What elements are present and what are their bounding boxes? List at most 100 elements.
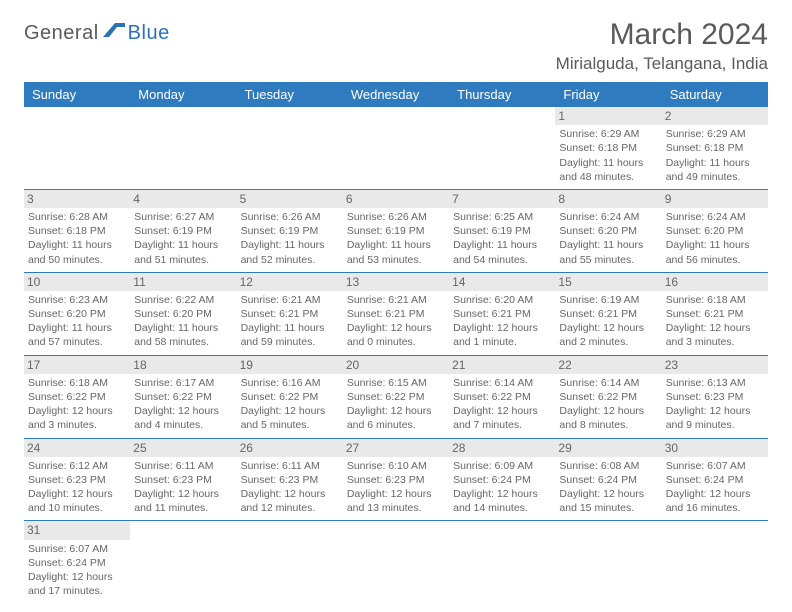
daylight-text: Daylight: 12 hours [666, 404, 764, 418]
sunrise-text: Sunrise: 6:21 AM [241, 293, 339, 307]
sunrise-text: Sunrise: 6:16 AM [241, 376, 339, 390]
calendar-cell: 29Sunrise: 6:08 AMSunset: 6:24 PMDayligh… [555, 438, 661, 521]
daylight-text: Daylight: 12 hours [134, 404, 232, 418]
day-number: 19 [237, 356, 343, 374]
daylight-text: Daylight: 12 hours [559, 487, 657, 501]
calendar-cell [449, 521, 555, 603]
daylight-text: Daylight: 12 hours [347, 321, 445, 335]
day-number: 9 [662, 190, 768, 208]
calendar-cell: 5Sunrise: 6:26 AMSunset: 6:19 PMDaylight… [237, 189, 343, 272]
sunrise-text: Sunrise: 6:19 AM [559, 293, 657, 307]
sunset-text: Sunset: 6:22 PM [559, 390, 657, 404]
daylight-text: Daylight: 12 hours [241, 487, 339, 501]
daylight-text: and 49 minutes. [666, 170, 764, 184]
calendar-cell: 26Sunrise: 6:11 AMSunset: 6:23 PMDayligh… [237, 438, 343, 521]
daylight-text: and 14 minutes. [453, 501, 551, 515]
sunset-text: Sunset: 6:20 PM [666, 224, 764, 238]
daylight-text: and 17 minutes. [28, 584, 126, 598]
calendar-cell [343, 521, 449, 603]
weekday-header: Friday [555, 82, 661, 107]
calendar-cell [662, 521, 768, 603]
sunrise-text: Sunrise: 6:23 AM [28, 293, 126, 307]
day-number: 15 [555, 273, 661, 291]
sunset-text: Sunset: 6:19 PM [241, 224, 339, 238]
sunrise-text: Sunrise: 6:27 AM [134, 210, 232, 224]
weekday-header: Tuesday [237, 82, 343, 107]
sunrise-text: Sunrise: 6:29 AM [666, 127, 764, 141]
calendar-cell: 2Sunrise: 6:29 AMSunset: 6:18 PMDaylight… [662, 107, 768, 189]
daylight-text: Daylight: 12 hours [559, 321, 657, 335]
day-number: 10 [24, 273, 130, 291]
title-block: March 2024 Mirialguda, Telangana, India [556, 18, 768, 74]
day-number: 14 [449, 273, 555, 291]
day-number: 30 [662, 439, 768, 457]
day-number: 18 [130, 356, 236, 374]
daylight-text: Daylight: 11 hours [241, 321, 339, 335]
day-number: 4 [130, 190, 236, 208]
sunrise-text: Sunrise: 6:20 AM [453, 293, 551, 307]
day-number: 27 [343, 439, 449, 457]
calendar-cell: 20Sunrise: 6:15 AMSunset: 6:22 PMDayligh… [343, 355, 449, 438]
sunrise-text: Sunrise: 6:15 AM [347, 376, 445, 390]
calendar-cell [449, 107, 555, 189]
sunset-text: Sunset: 6:23 PM [347, 473, 445, 487]
calendar-cell: 25Sunrise: 6:11 AMSunset: 6:23 PMDayligh… [130, 438, 236, 521]
daylight-text: Daylight: 11 hours [559, 238, 657, 252]
daylight-text: Daylight: 12 hours [347, 404, 445, 418]
sunset-text: Sunset: 6:23 PM [241, 473, 339, 487]
calendar-cell: 13Sunrise: 6:21 AMSunset: 6:21 PMDayligh… [343, 272, 449, 355]
daylight-text: and 15 minutes. [559, 501, 657, 515]
weekday-header: Thursday [449, 82, 555, 107]
sunset-text: Sunset: 6:22 PM [134, 390, 232, 404]
calendar-cell: 17Sunrise: 6:18 AMSunset: 6:22 PMDayligh… [24, 355, 130, 438]
daylight-text: and 13 minutes. [347, 501, 445, 515]
day-number: 20 [343, 356, 449, 374]
sunset-text: Sunset: 6:21 PM [453, 307, 551, 321]
header: General Blue March 2024 Mirialguda, Tela… [24, 18, 768, 74]
day-number: 12 [237, 273, 343, 291]
daylight-text: and 3 minutes. [666, 335, 764, 349]
day-number: 29 [555, 439, 661, 457]
daylight-text: and 12 minutes. [241, 501, 339, 515]
calendar-cell [237, 107, 343, 189]
day-number: 23 [662, 356, 768, 374]
calendar-cell: 22 Sunrise: 6:14 AMSunset: 6:22 PMDayligh… [555, 355, 661, 438]
calendar-cell: 27Sunrise: 6:10 AMSunset: 6:23 PMDayligh… [343, 438, 449, 521]
calendar-cell [24, 107, 130, 189]
day-number: 28 [449, 439, 555, 457]
daylight-text: Daylight: 12 hours [666, 321, 764, 335]
daylight-text: Daylight: 11 hours [666, 238, 764, 252]
daylight-text: Daylight: 11 hours [28, 321, 126, 335]
calendar-cell: 10 Sunrise: 6:23 AMSunset: 6:20 PMDayligh… [24, 272, 130, 355]
brand-part2: Blue [128, 22, 170, 45]
day-number: 13 [343, 273, 449, 291]
daylight-text: and 55 minutes. [559, 253, 657, 267]
sunset-text: Sunset: 6:23 PM [28, 473, 126, 487]
calendar-header: SundayMondayTuesdayWednesdayThursdayFrid… [24, 82, 768, 107]
daylight-text: Daylight: 11 hours [559, 156, 657, 170]
sunrise-text: Sunrise: 6:29 AM [559, 127, 657, 141]
daylight-text: and 57 minutes. [28, 335, 126, 349]
daylight-text: Daylight: 12 hours [28, 487, 126, 501]
sunset-text: Sunset: 6:24 PM [28, 556, 126, 570]
day-number: 2 [662, 107, 768, 125]
sunset-text: Sunset: 6:20 PM [28, 307, 126, 321]
daylight-text: and 4 minutes. [134, 418, 232, 432]
daylight-text: Daylight: 12 hours [28, 570, 126, 584]
sunset-text: Sunset: 6:21 PM [666, 307, 764, 321]
day-number: 8 [555, 190, 661, 208]
sunrise-text: Sunrise: 6:07 AM [666, 459, 764, 473]
calendar-cell: 30 Sunrise: 6:07 AMSunset: 6:24 PMDayligh… [662, 438, 768, 521]
daylight-text: Daylight: 12 hours [666, 487, 764, 501]
daylight-text: Daylight: 12 hours [453, 404, 551, 418]
sunrise-text: Sunrise: 6:11 AM [241, 459, 339, 473]
calendar-cell [343, 107, 449, 189]
daylight-text: Daylight: 11 hours [666, 156, 764, 170]
daylight-text: Daylight: 12 hours [559, 404, 657, 418]
calendar-cell: 15Sunrise: 6:19 AMSunset: 6:21 PMDayligh… [555, 272, 661, 355]
sunset-text: Sunset: 6:24 PM [666, 473, 764, 487]
sunrise-text: Sunrise: 6:13 AM [666, 376, 764, 390]
sunrise-text: Sunrise: 6:14 AM [559, 376, 657, 390]
day-number: 22 [555, 356, 661, 374]
sunrise-text: Sunrise: 6:17 AM [134, 376, 232, 390]
